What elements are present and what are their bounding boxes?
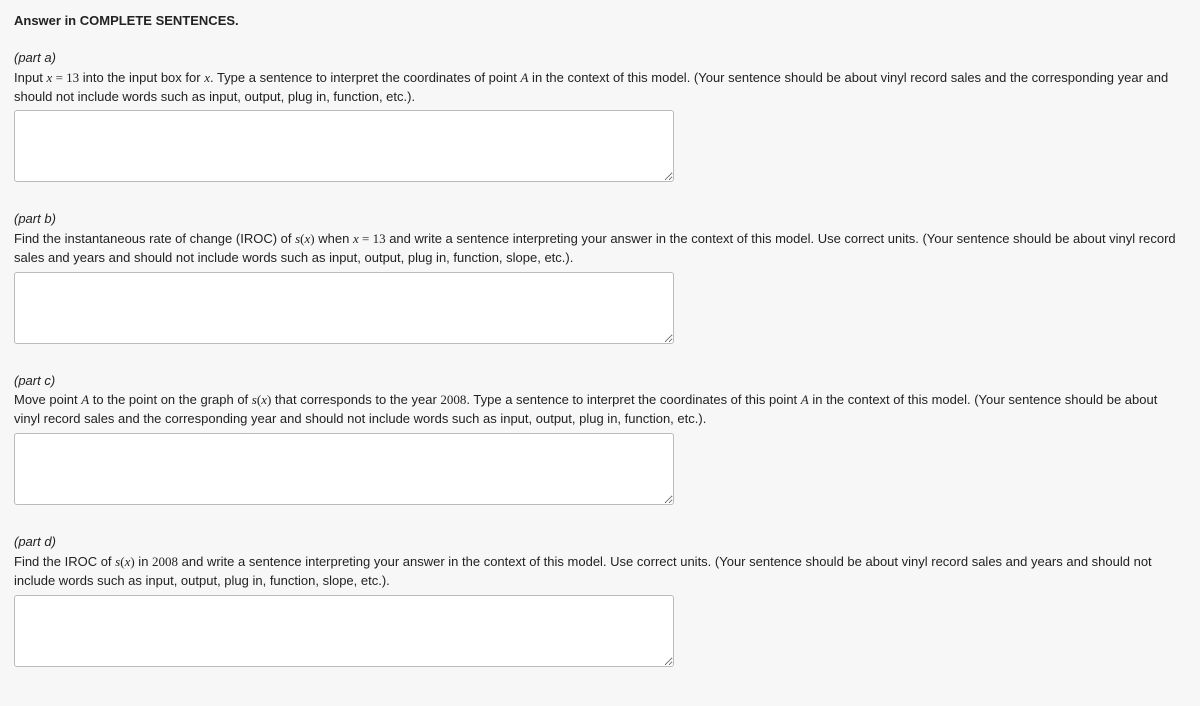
text: into the input box for [79,70,204,85]
part-c-prompt: Move point A to the point on the graph o… [14,391,1186,429]
part-d: (part d) Find the IROC of s(x) in 2008 a… [14,533,1186,672]
part-b-answer-input[interactable] [14,272,674,344]
part-c-answer-input[interactable] [14,433,674,505]
text: in [135,554,152,569]
text: Find the IROC of [14,554,115,569]
text: . Type a sentence to interpret the coord… [210,70,521,85]
part-a-label: (part a) [14,49,1186,68]
part-c: (part c) Move point A to the point on th… [14,372,1186,511]
text: . Type a sentence to interpret the coord… [466,392,800,407]
math-num: 13 [66,70,79,85]
part-b: (part b) Find the instantaneous rate of … [14,210,1186,349]
text: and write a sentence interpreting your a… [14,554,1152,588]
part-a: (part a) Input x = 13 into the input box… [14,49,1186,188]
math-num: 13 [373,231,386,246]
part-b-label: (part b) [14,210,1186,229]
text: to the point on the graph of [89,392,252,407]
text: Move point [14,392,81,407]
text: when [315,231,353,246]
part-d-prompt: Find the IROC of s(x) in 2008 and write … [14,553,1186,591]
math-var-a: A [801,392,809,407]
text: Input [14,70,47,85]
text: Find the instantaneous rate of change (I… [14,231,295,246]
text: that corresponds to the year [271,392,440,407]
math-eq: = [359,231,373,246]
part-a-answer-input[interactable] [14,110,674,182]
math-var-a: A [81,392,89,407]
part-d-answer-input[interactable] [14,595,674,667]
part-b-prompt: Find the instantaneous rate of change (I… [14,230,1186,268]
math-num: 2008 [152,554,178,569]
math-eq: = [52,70,66,85]
part-d-label: (part d) [14,533,1186,552]
page-heading: Answer in COMPLETE SENTENCES. [14,12,1186,31]
part-c-label: (part c) [14,372,1186,391]
part-a-prompt: Input x = 13 into the input box for x. T… [14,69,1186,107]
math-num: 2008 [440,392,466,407]
